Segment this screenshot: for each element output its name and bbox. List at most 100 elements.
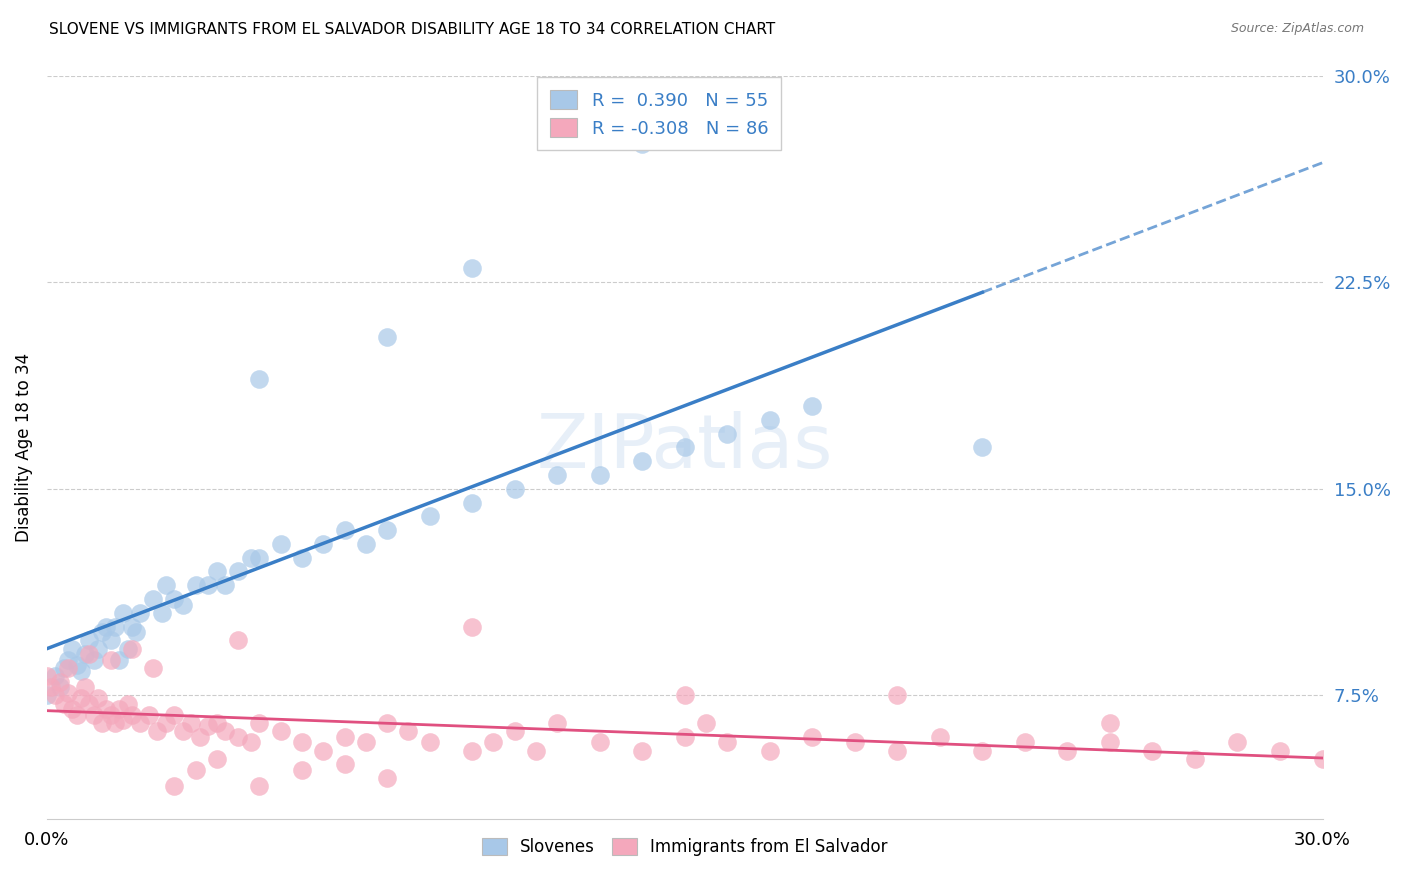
Point	[249, 371, 271, 385]
Point	[39, 680, 62, 694]
Point	[503, 724, 526, 739]
Point	[801, 730, 824, 744]
Point	[121, 707, 143, 722]
Point	[188, 730, 211, 744]
Point	[226, 633, 249, 648]
Point	[155, 716, 177, 731]
Point	[66, 707, 89, 722]
Point	[758, 413, 780, 427]
Point	[214, 578, 236, 592]
Point	[1226, 735, 1249, 749]
Point	[419, 509, 441, 524]
Point	[716, 426, 738, 441]
Point	[291, 550, 314, 565]
Point	[695, 716, 717, 731]
Point	[96, 619, 118, 633]
Point	[44, 689, 66, 703]
Point	[375, 523, 398, 537]
Point	[1098, 716, 1121, 731]
Point	[108, 652, 131, 666]
Point	[56, 686, 79, 700]
Point	[312, 537, 335, 551]
Point	[673, 689, 696, 703]
Point	[886, 689, 908, 703]
Point	[886, 743, 908, 757]
Point	[100, 652, 122, 666]
Point	[100, 707, 122, 722]
Point	[66, 658, 89, 673]
Point	[249, 550, 271, 565]
Point	[163, 592, 186, 607]
Point	[461, 743, 484, 757]
Legend: Slovenes, Immigrants from El Salvador: Slovenes, Immigrants from El Salvador	[475, 831, 894, 863]
Point	[972, 743, 994, 757]
Point	[461, 261, 484, 276]
Point	[461, 495, 484, 509]
Point	[184, 763, 207, 777]
Point	[589, 735, 612, 749]
Point	[117, 697, 139, 711]
Point	[75, 680, 97, 694]
Point	[270, 537, 292, 551]
Point	[104, 716, 127, 731]
Point	[1312, 752, 1334, 766]
Point	[546, 716, 568, 731]
Point	[197, 719, 219, 733]
Point	[125, 625, 148, 640]
Point	[112, 606, 135, 620]
Point	[138, 707, 160, 722]
Point	[60, 702, 83, 716]
Point	[461, 619, 484, 633]
Point	[396, 724, 419, 739]
Point	[503, 482, 526, 496]
Point	[142, 592, 165, 607]
Point	[129, 716, 152, 731]
Text: ZIPatlas: ZIPatlas	[537, 411, 832, 484]
Point	[48, 674, 70, 689]
Point	[716, 735, 738, 749]
Point	[87, 691, 110, 706]
Point	[142, 661, 165, 675]
Point	[205, 752, 228, 766]
Point	[91, 716, 114, 731]
Point	[673, 730, 696, 744]
Point	[112, 713, 135, 727]
Text: Source: ZipAtlas.com: Source: ZipAtlas.com	[1230, 22, 1364, 36]
Point	[972, 441, 994, 455]
Point	[375, 771, 398, 785]
Point	[104, 619, 127, 633]
Point	[205, 716, 228, 731]
Point	[375, 330, 398, 344]
Point	[83, 707, 105, 722]
Point	[172, 724, 194, 739]
Point	[354, 735, 377, 749]
Point	[240, 735, 263, 749]
Point	[631, 743, 654, 757]
Point	[758, 743, 780, 757]
Point	[673, 441, 696, 455]
Point	[354, 537, 377, 551]
Y-axis label: Disability Age 18 to 34: Disability Age 18 to 34	[15, 353, 32, 542]
Point	[631, 137, 654, 152]
Text: SLOVENE VS IMMIGRANTS FROM EL SALVADOR DISABILITY AGE 18 TO 34 CORRELATION CHART: SLOVENE VS IMMIGRANTS FROM EL SALVADOR D…	[49, 22, 776, 37]
Point	[35, 689, 58, 703]
Point	[96, 702, 118, 716]
Point	[524, 743, 547, 757]
Point	[1184, 752, 1206, 766]
Point	[482, 735, 505, 749]
Point	[155, 578, 177, 592]
Point	[163, 707, 186, 722]
Point	[60, 641, 83, 656]
Point	[333, 523, 356, 537]
Point	[249, 780, 271, 794]
Point	[631, 454, 654, 468]
Point	[146, 724, 169, 739]
Point	[83, 652, 105, 666]
Point	[249, 716, 271, 731]
Point	[79, 697, 101, 711]
Point	[333, 757, 356, 772]
Point	[844, 735, 866, 749]
Point	[79, 633, 101, 648]
Point	[172, 598, 194, 612]
Point	[240, 550, 263, 565]
